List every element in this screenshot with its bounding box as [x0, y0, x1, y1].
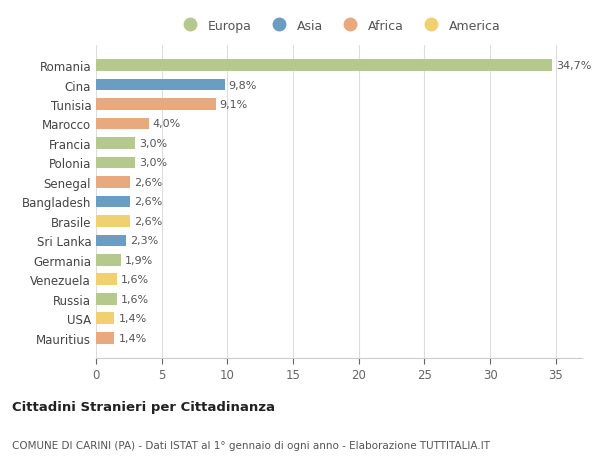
Bar: [96, 99, 215, 111]
Legend: Europa, Asia, Africa, America: Europa, Asia, Africa, America: [173, 15, 505, 38]
Text: 9,8%: 9,8%: [229, 80, 257, 90]
Text: 2,6%: 2,6%: [134, 216, 163, 226]
Bar: [96, 216, 130, 227]
Bar: [96, 118, 149, 130]
Bar: [96, 235, 126, 246]
Text: 1,6%: 1,6%: [121, 274, 149, 285]
Text: 2,6%: 2,6%: [134, 178, 163, 188]
Bar: [96, 138, 136, 150]
Text: 9,1%: 9,1%: [220, 100, 248, 110]
Text: 3,0%: 3,0%: [139, 139, 167, 149]
Text: 1,4%: 1,4%: [118, 333, 146, 343]
Bar: [96, 157, 136, 169]
Text: 3,0%: 3,0%: [139, 158, 167, 168]
Bar: [96, 79, 225, 91]
Bar: [96, 196, 130, 208]
Text: 34,7%: 34,7%: [556, 61, 591, 71]
Text: Cittadini Stranieri per Cittadinanza: Cittadini Stranieri per Cittadinanza: [12, 400, 275, 413]
Text: 2,6%: 2,6%: [134, 197, 163, 207]
Text: 2,3%: 2,3%: [130, 236, 158, 246]
Text: 1,4%: 1,4%: [118, 313, 146, 324]
Text: 1,6%: 1,6%: [121, 294, 149, 304]
Text: 4,0%: 4,0%: [152, 119, 181, 129]
Text: 1,9%: 1,9%: [125, 255, 153, 265]
Bar: [96, 293, 117, 305]
Bar: [96, 313, 115, 325]
Bar: [96, 60, 552, 72]
Bar: [96, 177, 130, 188]
Bar: [96, 332, 115, 344]
Bar: [96, 254, 121, 266]
Text: COMUNE DI CARINI (PA) - Dati ISTAT al 1° gennaio di ogni anno - Elaborazione TUT: COMUNE DI CARINI (PA) - Dati ISTAT al 1°…: [12, 440, 490, 450]
Bar: [96, 274, 117, 285]
